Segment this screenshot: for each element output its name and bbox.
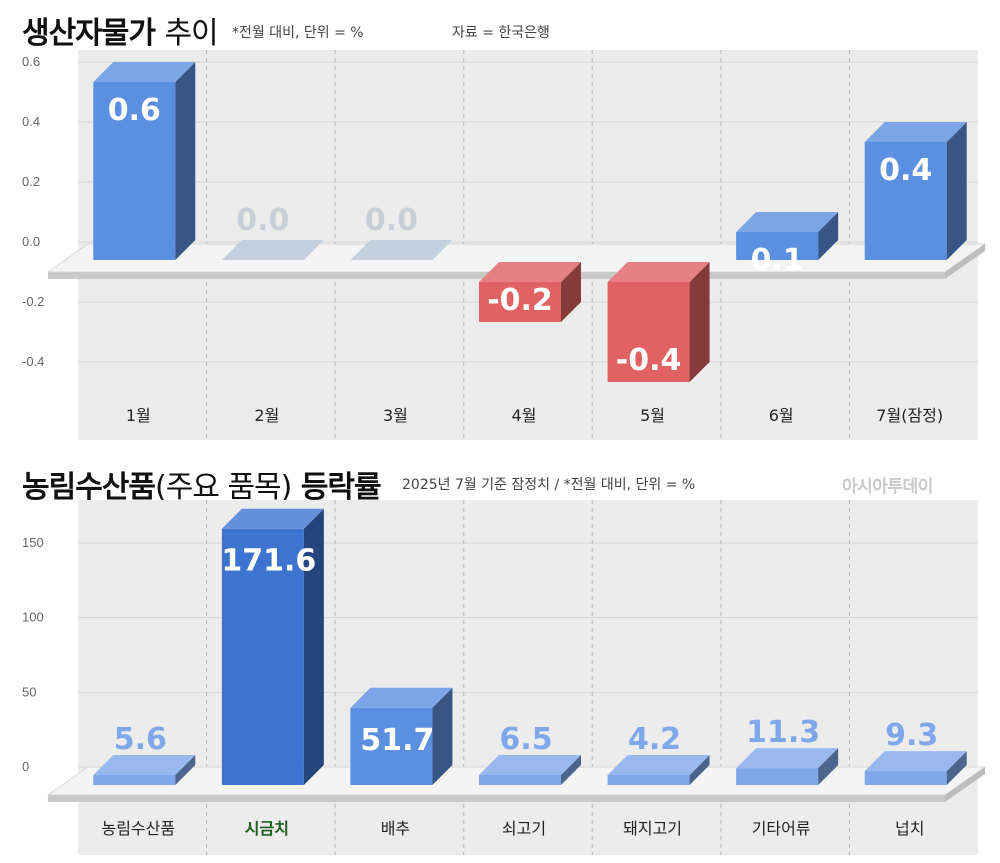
chart1-bar [607,262,710,382]
chart1-plot: 0.6 0.4 0.2 0.0 -0.2 -0.4 0.6 1월 0.0 2월 0.0 3월 -0.2 4… [22,50,987,440]
chart1-value-label: 0.4 [879,153,932,188]
chart1-category-label: 3월 [383,406,408,425]
chart1-ytick: 0.4 [22,114,40,129]
chart1-bar [736,212,839,260]
chart2-baseline-edge [48,795,945,802]
chart1-ytick: 0.2 [22,174,40,189]
chart2-category-label: 넙치 [895,819,924,838]
chart1-bar [350,240,453,260]
chart2-category-label: 쇠고기 [502,819,546,838]
chart1-category-label: 1월 [126,406,151,425]
chart1-category-label: 2월 [254,406,279,425]
chart2-value-label: 6.5 [499,722,552,757]
chart2-category-label: 농림수산품 [101,819,175,838]
chart2-ytick: 150 [22,535,44,550]
chart2-category-label: 배추 [381,819,410,838]
chart2-bar [93,755,196,785]
chart1-category-label: 7월(잠정) [876,406,943,425]
chart1-value-label: 0.1 [751,243,804,278]
chart1-note: *전월 대비, 단위 = % [232,25,364,41]
chart2-bar [607,755,710,785]
chart2-value-label: 4.2 [628,722,681,757]
chart1-value-label: 0.6 [108,93,161,128]
chart2-note: 2025년 7월 기준 잠정치 / *전월 대비, 단위 = % [402,477,696,493]
chart2-bar [736,748,839,785]
chart2-value-label: 5.6 [114,722,167,757]
chart1-value-label: 0.0 [236,203,289,238]
chart2-title: 농림수산품(주요 품목) 등락률 [22,462,382,506]
chart2-title-bold2: 등락률 [300,470,382,505]
chart1-ytick: 0.0 [22,234,40,249]
chart1-category-label: 5월 [640,406,665,425]
chart1-title-light: 추이 [164,16,218,51]
chart2-ytick: 100 [22,610,44,625]
chart2-category-label: 시금치 [245,819,289,838]
chart2-bar [221,508,324,785]
chart2-title-light: (주요 품목) [155,470,292,505]
chart2-baseline-side [945,767,985,802]
chart1-bar [479,262,581,322]
chart2-ytick: 50 [22,684,36,699]
chart1-bar [864,122,967,260]
chart2-title-bold: 농림수산품 [22,470,156,505]
chart2-ytick: 0 [22,759,29,774]
chart1-baseline-side [945,244,985,279]
chart2-value-label: 51.7 [360,723,434,758]
chart1-category-label: 4월 [512,406,537,425]
chart1-ytick: -0.4 [22,354,44,369]
chart2-bar [864,751,967,785]
chart2-category-label: 돼지고기 [623,819,682,838]
chart2-category-label: 기타어류 [752,819,811,838]
chart1-title-bold: 생산자물가 [22,16,156,51]
chart2-value-label: 11.3 [746,715,820,750]
chart2-value-label: 171.6 [221,544,316,579]
chart1-bar [93,62,196,260]
chart2-bar [479,755,581,785]
chart1-value-label: 0.0 [365,203,418,238]
brand-logo: 아시아투데이 [842,477,933,497]
chart1-value-label: -0.2 [487,283,553,318]
chart2-bar [350,687,453,785]
chart1-source: 자료 = 한국은행 [452,25,550,41]
chart1-ytick: -0.2 [22,294,44,309]
chart1-title: 생산자물가 추이 [22,8,219,52]
chart1-bar [221,240,324,260]
chart1-ytick: 0.6 [22,54,40,69]
chart2-value-label: 9.3 [885,718,938,753]
chart1-category-label: 6월 [769,406,794,425]
chart1-value-label: -0.4 [616,343,682,378]
